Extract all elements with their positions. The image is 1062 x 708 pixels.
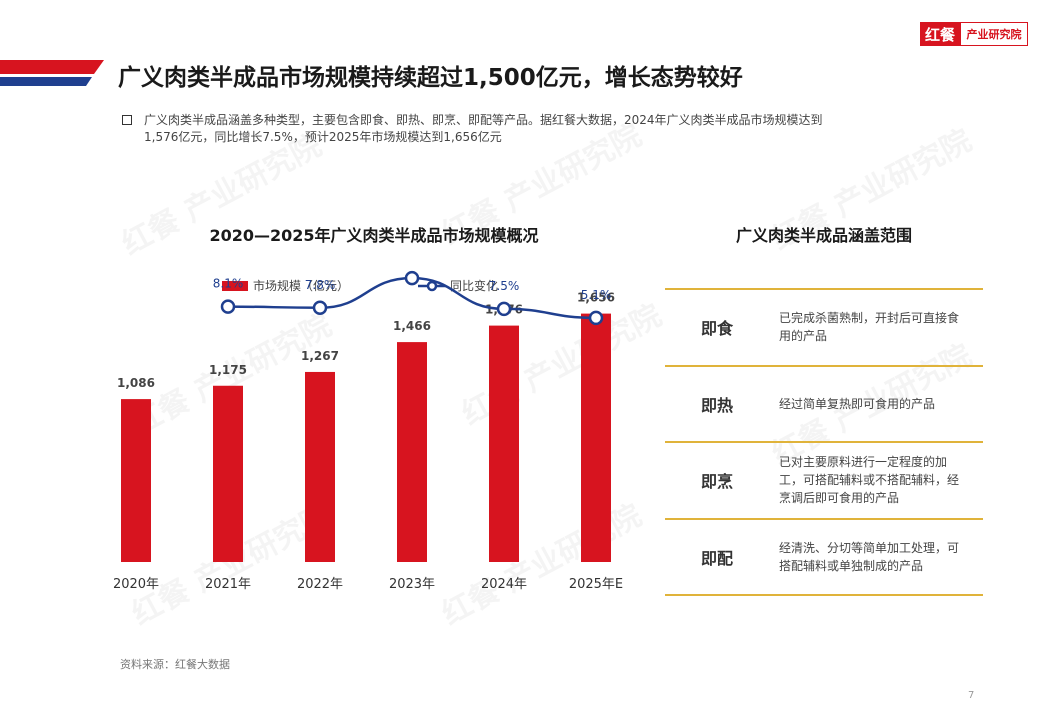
scope-table: 即食 已完成杀菌熟制，开封后可直接食用的产品 即热 经过简单复热即可食用的产品 … — [665, 288, 983, 596]
legend-bar-label: 市场规模（亿元） — [253, 278, 349, 293]
x-tick-label: 2021年 — [205, 577, 251, 592]
legend-line-marker — [426, 280, 438, 292]
bar-value-label: 1,175 — [209, 363, 247, 377]
page-title: 广义肉类半成品市场规模持续超过1,500亿元，增长态势较好 — [118, 65, 743, 91]
legend-line-label: 同比变化 — [450, 278, 498, 293]
scope-title: 广义肉类半成品涵盖范围 — [735, 226, 912, 245]
x-tick-label: 2023年 — [389, 577, 435, 592]
bar — [397, 342, 427, 562]
brand-logo: 红餐 产业研究院 — [920, 22, 1028, 46]
scope-desc: 已对主要原料进行一定程度的加工，可搭配辅料或不搭配辅料，经烹调后即可食用的产品 — [779, 455, 960, 506]
scope-desc: 经过简单复热即可食用的产品 — [779, 396, 936, 411]
bar — [581, 313, 611, 562]
growth-point — [312, 300, 328, 315]
bar-value-label: 1,267 — [301, 349, 339, 363]
growth-point — [220, 299, 236, 314]
square-bullet-icon — [122, 115, 132, 125]
growth-value-label: 7.5% — [489, 279, 520, 293]
brand-mark: 红餐 — [920, 22, 960, 46]
x-tick-label: 2022年 — [297, 577, 343, 592]
growth-value-label: 8.1% — [213, 277, 244, 291]
chart-title: 2020—2025年广义肉类半成品市场规模概况 — [209, 226, 539, 245]
bar-value-label: 1,086 — [117, 376, 155, 390]
summary-line-1: 广义肉类半成品涵盖多种类型，主要包含即食、即热、即烹、即配等产品。据红餐大数据，… — [144, 113, 823, 127]
legend-bar-swatch — [222, 281, 248, 291]
title-stripe-decoration — [0, 60, 104, 86]
growth-point — [588, 310, 604, 326]
summary-paragraph: 广义肉类半成品涵盖多种类型，主要包含即食、即热、即烹、即配等产品。据红餐大数据，… — [122, 112, 982, 146]
growth-value-label: 7.8% — [305, 278, 336, 292]
market-size-chart: 市场规模（亿元） 同比变化 1,086 2020年 1,175 2021年 1,267 202… — [113, 262, 623, 592]
scope-type: 即配 — [700, 548, 733, 568]
summary-line-2: 1,576亿元，同比增长7.5%，预计2025年市场规模达到1,656亿元 — [144, 130, 502, 144]
brand-name: 产业研究院 — [960, 22, 1028, 46]
bar — [121, 399, 151, 562]
bar-value-label: 1,656 — [577, 291, 615, 305]
bar — [305, 371, 335, 562]
scope-type: 即烹 — [700, 472, 733, 492]
scope-type: 即食 — [700, 319, 733, 339]
x-tick-label: 2025年E — [569, 577, 623, 592]
bar — [213, 385, 243, 562]
scope-row: 即烹 已对主要原料进行一定程度的加工，可搭配辅料或不搭配辅料，经烹调后即可食用的… — [665, 443, 983, 520]
page-number: 7 — [968, 690, 975, 701]
growth-point — [404, 270, 420, 286]
scope-row: 即配 经清洗、分切等简单加工处理，可搭配辅料或单独制成的产品 — [665, 520, 983, 596]
bar — [489, 325, 519, 562]
scope-type: 即热 — [700, 395, 733, 415]
scope-row: 即食 已完成杀菌熟制，开封后可直接食用的产品 — [665, 290, 983, 367]
growth-value-label: 5.1% — [581, 288, 612, 302]
scope-row: 即热 经过简单复热即可食用的产品 — [665, 367, 983, 443]
x-tick-label: 2020年 — [113, 577, 159, 592]
scope-desc: 已完成杀菌熟制，开封后可直接食用的产品 — [779, 311, 960, 344]
x-tick-label: 2024年 — [481, 577, 527, 592]
scope-desc: 经清洗、分切等简单加工处理，可搭配辅料或单独制成的产品 — [779, 540, 960, 573]
growth-point — [496, 301, 512, 317]
bar-value-label: 1,466 — [393, 319, 431, 333]
source-note: 资料来源：红餐大数据 — [120, 658, 230, 671]
